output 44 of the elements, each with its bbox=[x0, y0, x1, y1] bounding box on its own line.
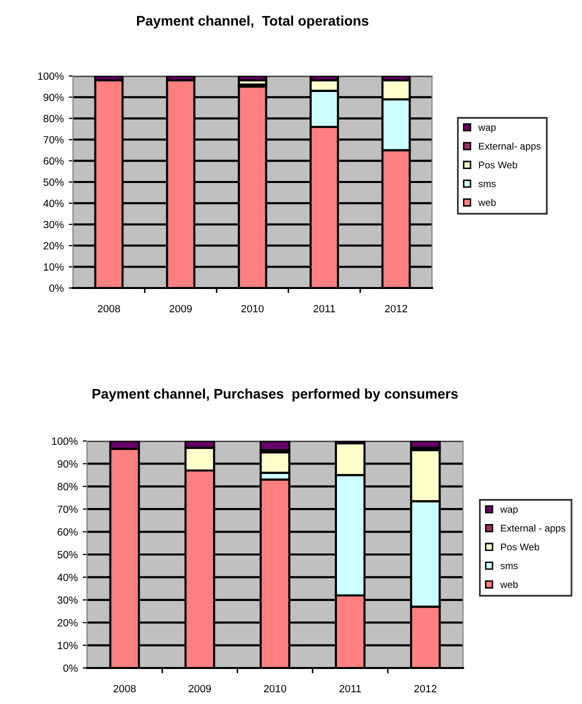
legend-label: External - apps bbox=[501, 524, 566, 534]
y-tick-label: 40% bbox=[43, 200, 64, 208]
legend-label: web bbox=[500, 580, 518, 588]
y-tick-label: 10% bbox=[44, 263, 64, 271]
x-tick-label: 2012 bbox=[385, 304, 408, 312]
legend-label: wap bbox=[500, 508, 518, 515]
y-tick-label: 30% bbox=[44, 220, 64, 228]
y-tick-label: 20% bbox=[44, 242, 64, 250]
y-tick-label: 100% bbox=[52, 438, 78, 445]
y-tick-label: 20% bbox=[58, 619, 78, 626]
y-tick-label: 90% bbox=[44, 94, 64, 102]
y-tick-label: 60% bbox=[58, 528, 78, 536]
x-tick-label: 2011 bbox=[340, 684, 361, 692]
x-tick-label: 2008 bbox=[114, 684, 136, 692]
x-tick-label: 2010 bbox=[241, 304, 264, 312]
y-tick-label: 80% bbox=[58, 482, 78, 490]
chart-title: Payment channel, Total operations bbox=[137, 16, 368, 28]
y-tick-label: 90% bbox=[58, 460, 78, 468]
y-tick-label: 70% bbox=[44, 136, 64, 144]
y-tick-label: 0% bbox=[49, 284, 64, 292]
chart-title: Payment channel, Purchases performed by consumers bbox=[92, 388, 458, 402]
legend-label: sms bbox=[500, 564, 518, 570]
x-tick-label: 2009 bbox=[170, 304, 192, 312]
y-tick-label: 10% bbox=[58, 642, 78, 650]
x-tick-label: 2009 bbox=[188, 684, 211, 692]
legend-label: web bbox=[478, 198, 496, 206]
y-tick-label: 0% bbox=[63, 664, 78, 672]
legend-label: wap bbox=[478, 126, 496, 133]
y-tick-label: 40% bbox=[57, 574, 78, 582]
y-tick-label: 30% bbox=[58, 596, 78, 604]
legend-label: External- apps bbox=[479, 142, 541, 152]
y-tick-label: 60% bbox=[44, 157, 64, 165]
y-tick-label: 50% bbox=[58, 551, 78, 558]
x-tick-label: 2012 bbox=[414, 684, 436, 692]
y-tick-label: 100% bbox=[38, 72, 64, 80]
y-tick-label: 80% bbox=[44, 114, 64, 122]
x-tick-label: 2010 bbox=[264, 684, 286, 692]
x-tick-label: 2008 bbox=[98, 304, 120, 312]
y-tick-label: 70% bbox=[58, 506, 78, 513]
legend-label: Pos Web bbox=[479, 161, 518, 168]
legend-label: sms bbox=[478, 182, 496, 188]
legend-label: Pos Web bbox=[501, 543, 540, 550]
x-tick-label: 2011 bbox=[314, 304, 335, 312]
y-tick-label: 50% bbox=[44, 178, 64, 186]
